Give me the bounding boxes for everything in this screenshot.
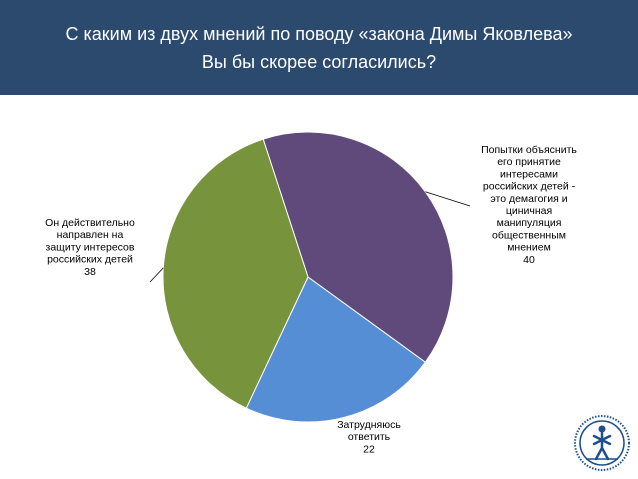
slice-label-1-line-3: интересами	[500, 168, 558, 180]
slice-label-1-line-7: манипуляция	[497, 217, 562, 229]
slice-label-1-line-2: его принятие	[497, 156, 561, 168]
slice-label-1-line-8: общественным	[492, 229, 566, 241]
slice-label-3-line-4: российских детей	[47, 254, 133, 266]
slice-label-3-line-3: защиту интересов	[46, 241, 135, 253]
leader-line-1	[425, 191, 471, 207]
pie-slice-1	[262, 131, 454, 363]
leader-lines	[149, 191, 471, 283]
slice-label-2-line-1: Затрудняюсь	[337, 419, 401, 431]
slide-title-line-2: Вы бы скорее согласились?	[201, 51, 437, 72]
slice-value-label-1: 40	[523, 254, 535, 266]
slice-label-1-line-9: мнением	[507, 242, 551, 254]
slice-label-3-line-1: Он действительно	[45, 217, 135, 229]
leader-line-3	[149, 267, 164, 283]
slice-label-1-line-6: циничная	[506, 205, 552, 217]
slice-label-2-line-2: ответить	[348, 431, 391, 443]
slice-label-3-line-2: направлен на	[57, 229, 124, 241]
slide-title: С каким из двух мнений по поводу «закона…	[0, 0, 638, 95]
slice-label-1-line-5: это демагогия и	[490, 193, 567, 205]
pie-slices	[162, 131, 454, 423]
university-emblem-icon	[574, 415, 630, 471]
slide-title-line-1: С каким из двух мнений по поводу «закона…	[65, 23, 573, 44]
slice-label-1-line-1: Попытки объяснить	[481, 144, 577, 156]
pie-slice-3	[162, 138, 309, 409]
slice-value-label-2: 22	[363, 443, 375, 455]
slice-label-1-line-4: российских детей -	[483, 181, 576, 193]
slice-value-label-3: 38	[84, 266, 96, 278]
